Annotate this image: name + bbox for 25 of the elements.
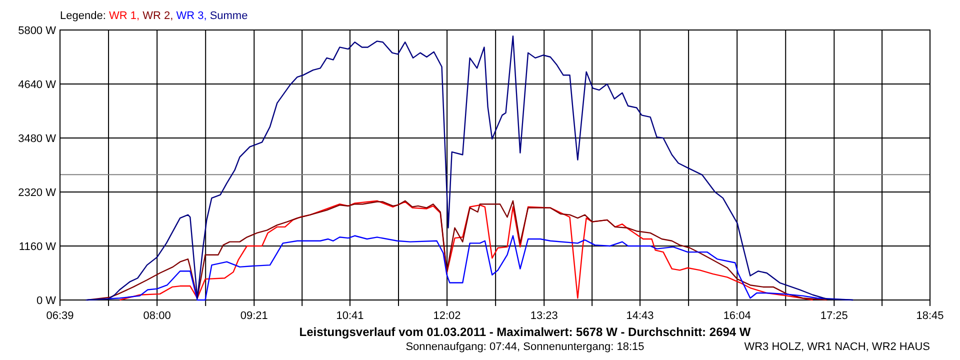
x-tick-label: 06:39 (46, 310, 74, 322)
x-tick-label: 12:02 (433, 310, 461, 322)
x-tick-label: 08:00 (143, 310, 171, 322)
legend-title: Legende: (60, 10, 109, 22)
text: Sonnenaufgang: 07:44, Sonnenuntergang: 18:15 (406, 341, 644, 353)
y-tick-label: 3480 W (18, 133, 57, 145)
text: WR 3, (176, 10, 210, 22)
y-tick-label: 0 W (36, 295, 57, 307)
text: WR 2, (142, 10, 176, 22)
text: WR3 HOLZ, WR1 NACH, WR2 HAUS (744, 341, 930, 353)
x-tick-label: 14:43 (626, 310, 654, 322)
x-tick-label: 10:41 (336, 310, 364, 322)
text: Leistungsverlauf vom 01.03.2011 - Maximalwert: 5678 W - Durchschnitt: 2694 W (299, 325, 752, 339)
y-tick-label: 4640 W (18, 79, 57, 91)
x-tick-label: 16:04 (723, 310, 751, 322)
x-tick-label: 17:25 (820, 310, 848, 322)
y-tick-label: 5800 W (18, 25, 57, 37)
text: WR 1, (108, 10, 143, 22)
y-tick-label: 2320 W (18, 187, 57, 199)
line-series (85, 35, 854, 301)
x-tick-label: 09:21 (240, 310, 268, 322)
text: Summe (210, 10, 248, 22)
x-tick-label: 18:45 (916, 310, 944, 322)
x-tick-label: 13:23 (530, 310, 558, 322)
y-tick-label: 1160 W (18, 241, 57, 253)
